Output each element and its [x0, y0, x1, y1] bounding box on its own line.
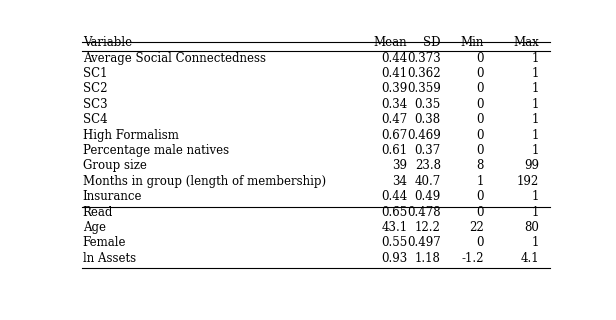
- Text: SC4: SC4: [83, 113, 107, 126]
- Text: 1: 1: [532, 205, 539, 219]
- Text: 1.18: 1.18: [415, 252, 441, 265]
- Text: 0.37: 0.37: [415, 144, 441, 157]
- Text: 22: 22: [469, 221, 484, 234]
- Text: 0.478: 0.478: [407, 205, 441, 219]
- Text: Read: Read: [83, 205, 113, 219]
- Text: 192: 192: [517, 175, 539, 188]
- Text: 12.2: 12.2: [415, 221, 441, 234]
- Text: 0.35: 0.35: [415, 98, 441, 111]
- Text: -1.2: -1.2: [461, 252, 484, 265]
- Text: 0.469: 0.469: [407, 129, 441, 141]
- Text: SD: SD: [423, 36, 441, 50]
- Text: 1: 1: [532, 236, 539, 249]
- Text: 0.41: 0.41: [381, 67, 407, 80]
- Text: 80: 80: [524, 221, 539, 234]
- Text: 0: 0: [476, 190, 484, 203]
- Text: Min: Min: [460, 36, 484, 50]
- Text: Percentage male natives: Percentage male natives: [83, 144, 229, 157]
- Text: 1: 1: [532, 98, 539, 111]
- Text: 0.93: 0.93: [381, 252, 407, 265]
- Text: 0.362: 0.362: [407, 67, 441, 80]
- Text: 0.47: 0.47: [381, 113, 407, 126]
- Text: 0.38: 0.38: [415, 113, 441, 126]
- Text: ln Assets: ln Assets: [83, 252, 136, 265]
- Text: 43.1: 43.1: [381, 221, 407, 234]
- Text: 0.61: 0.61: [381, 144, 407, 157]
- Text: 0.55: 0.55: [381, 236, 407, 249]
- Text: 1: 1: [532, 129, 539, 141]
- Text: 0.373: 0.373: [407, 52, 441, 65]
- Text: 40.7: 40.7: [415, 175, 441, 188]
- Text: SC1: SC1: [83, 67, 107, 80]
- Text: 8: 8: [476, 159, 484, 172]
- Text: Variable: Variable: [83, 36, 132, 50]
- Text: 0.34: 0.34: [381, 98, 407, 111]
- Text: SC3: SC3: [83, 98, 107, 111]
- Text: 1: 1: [532, 67, 539, 80]
- Text: 99: 99: [524, 159, 539, 172]
- Text: Age: Age: [83, 221, 106, 234]
- Text: 0: 0: [476, 98, 484, 111]
- Text: 0: 0: [476, 236, 484, 249]
- Text: 0.67: 0.67: [381, 129, 407, 141]
- Text: Months in group (length of membership): Months in group (length of membership): [83, 175, 326, 188]
- Text: 0.359: 0.359: [407, 82, 441, 95]
- Text: 0.44: 0.44: [381, 52, 407, 65]
- Text: Max: Max: [513, 36, 539, 50]
- Text: Group size: Group size: [83, 159, 147, 172]
- Text: Average Social Connectedness: Average Social Connectedness: [83, 52, 265, 65]
- Text: 1: 1: [476, 175, 484, 188]
- Text: 4.1: 4.1: [521, 252, 539, 265]
- Text: 1: 1: [532, 82, 539, 95]
- Text: 1: 1: [532, 113, 539, 126]
- Text: Insurance: Insurance: [83, 190, 142, 203]
- Text: High Formalism: High Formalism: [83, 129, 179, 141]
- Text: 0: 0: [476, 205, 484, 219]
- Text: 34: 34: [392, 175, 407, 188]
- Text: 0: 0: [476, 129, 484, 141]
- Text: SC2: SC2: [83, 82, 107, 95]
- Text: 0.39: 0.39: [381, 82, 407, 95]
- Text: 0: 0: [476, 67, 484, 80]
- Text: 0.49: 0.49: [415, 190, 441, 203]
- Text: 0.497: 0.497: [407, 236, 441, 249]
- Text: 23.8: 23.8: [415, 159, 441, 172]
- Text: 1: 1: [532, 190, 539, 203]
- Text: Mean: Mean: [374, 36, 407, 50]
- Text: 39: 39: [392, 159, 407, 172]
- Text: Female: Female: [83, 236, 126, 249]
- Text: 0: 0: [476, 113, 484, 126]
- Text: 0.65: 0.65: [381, 205, 407, 219]
- Text: 0.44: 0.44: [381, 190, 407, 203]
- Text: 1: 1: [532, 52, 539, 65]
- Text: 0: 0: [476, 82, 484, 95]
- Text: 1: 1: [532, 144, 539, 157]
- Text: 0: 0: [476, 52, 484, 65]
- Text: 0: 0: [476, 144, 484, 157]
